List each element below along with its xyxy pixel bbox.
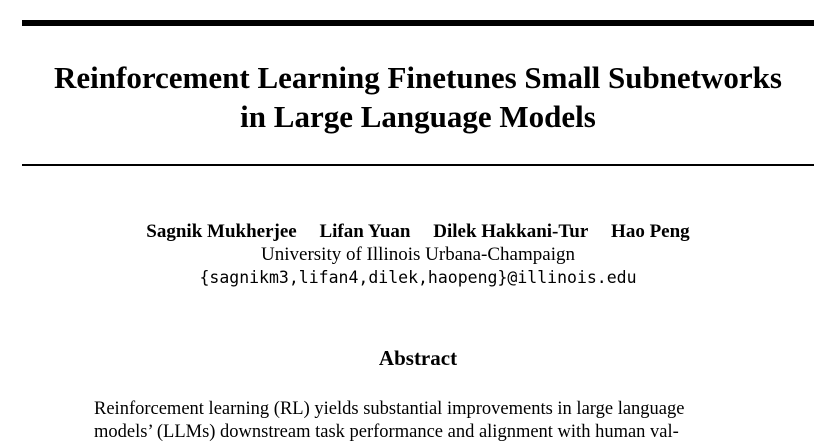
author-name: Sagnik Mukherjee [146, 221, 297, 242]
title-line-2: in Large Language Models [240, 99, 596, 134]
abstract-heading: Abstract [378, 346, 458, 370]
top-rule [22, 20, 814, 26]
author-name: Dilek Hakkani-Tur [433, 221, 589, 242]
paper-title: Reinforcement Learning Finetunes Small S… [0, 58, 836, 136]
abstract-line: Reinforcement learning (RL) yields subst… [94, 399, 685, 419]
abstract-body: Reinforcement learning (RL) yields subst… [94, 398, 746, 444]
affiliation: University of Illinois Urbana-Champaign [261, 244, 575, 265]
title-line-1: Reinforcement Learning Finetunes Small S… [54, 60, 782, 95]
author-name: Hao Peng [611, 221, 690, 242]
title-bottom-rule [22, 164, 814, 166]
author-name: Lifan Yuan [319, 221, 411, 242]
author-list: Sagnik Mukherjee Lifan Yuan Dilek Hakkan… [0, 220, 836, 244]
abstract-line: models’ (LLMs) downstream task performan… [94, 422, 679, 442]
author-emails: {sagnikm3,lifan4,dilek,haopeng}@illinois… [199, 268, 637, 287]
